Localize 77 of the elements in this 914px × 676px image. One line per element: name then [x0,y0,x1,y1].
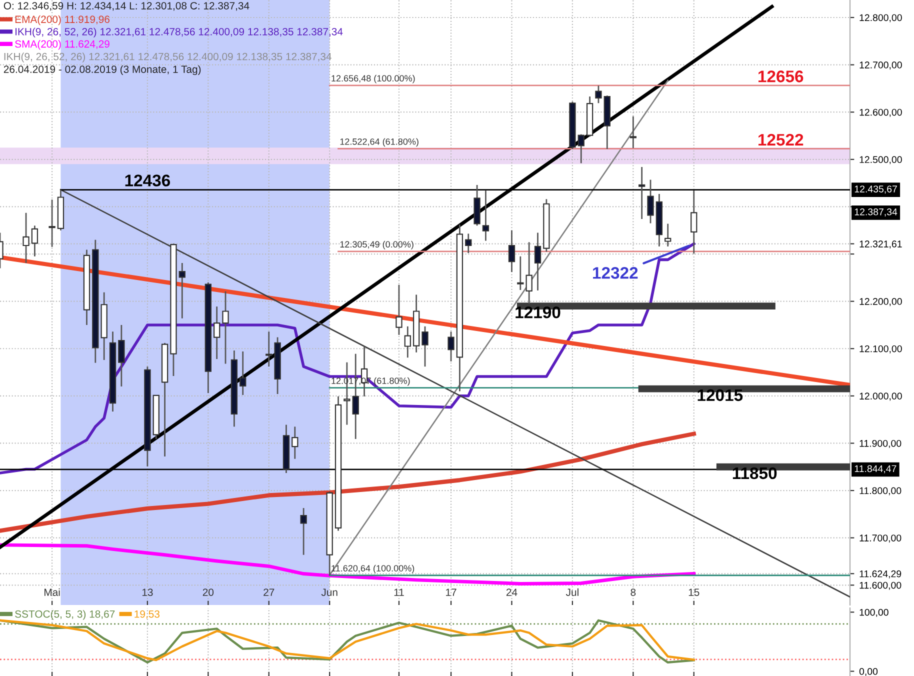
candlestick [422,326,428,368]
x-tick-label: 15 [688,588,700,596]
y-tick-label: 12.000,00 [860,392,902,401]
line-series [0,543,696,586]
x-tick-label: 20 [202,588,214,596]
annotation: 12190 [516,306,560,318]
y-tick-label: 12.600,00 [860,108,902,117]
y-tick-label: 12.800,00 [860,14,902,22]
candlestick [465,232,472,254]
annotation: 12436 [125,174,170,186]
candlestick [266,330,272,368]
y-tick-label: 0,00 [859,668,878,676]
candlestick [292,426,298,460]
y-tick-label: 12.500,00 [860,156,902,164]
candlestick [31,224,38,258]
y-tick-label: 11.600,00 [860,582,902,590]
candlestick [630,116,636,149]
text: 26.04.2019 - 02.08.2019 (3 Monate, 1 Tag) [4,65,201,76]
data-label: 12.522,64 (61.80%) [340,138,418,147]
candlestick [508,230,516,273]
candlestick [178,262,186,320]
data-label: 12.435,67 [854,186,897,194]
candlestick [647,179,654,224]
candlestick [404,326,411,358]
candlestick [482,190,490,242]
line-series [0,242,696,474]
candlestick [22,212,30,264]
candlestick [690,190,698,254]
y-tick-label: 11.800,00 [860,487,902,496]
legend-label: SMA(200) 11.624,29 [15,40,110,50]
x-tick-label: Jun [321,588,338,596]
candlestick [240,350,246,396]
candlestick [517,256,524,291]
legend-label: IKH(9, 26, 52, 26) 12.321,61 12.478,56 12.400,09 12.138,35 12.387,34 [16,28,343,38]
candlestick [578,134,584,164]
candlestick [396,284,402,336]
x-tick-label: Jul [566,588,578,596]
x-tick-label: Mai [44,588,60,596]
candlestick [664,223,672,248]
candlestick [48,198,56,248]
candlestick [534,232,542,292]
legend-label: EMA(200) 11.919,96 [15,15,110,26]
y-tick-label: 11.624,29 [860,570,902,578]
x-tick-label: 27 [264,588,274,596]
candlestick [222,290,229,364]
annotation: IKH(9, 26, 52, 26) 12.321,61 12.478,56 12.400,09 12.138,35 12.387,34 [4,52,332,62]
y-tick-label: 11.900,00 [860,440,902,448]
y-tick-label: 12.200,00 [860,298,902,306]
x-tick-label: 17 [446,588,456,596]
y-tick-label: 100,00 [860,608,888,617]
x-tick-label: 24 [506,588,518,596]
candlestick [595,84,602,104]
x-tick-label: 11 [394,588,404,596]
candlestick [214,306,220,360]
text: 12.387,34 [854,208,898,216]
annotation: 12656 [758,70,804,82]
data-label: 12.305,49 (0.00%) [340,240,414,250]
legend-label: 19,53 [134,610,160,619]
y-tick-label: 12.700,00 [860,62,902,70]
chart-title: O: 12.346,59 H: 12.434,14 L: 12.301,08 C: 12.387,34 [4,2,250,11]
x-tick-label: 8 [630,588,636,596]
y-tick-label: 12.321,61 [860,240,902,249]
x-tick-label: 13 [142,588,153,596]
annotation: 12015 [698,389,743,402]
line-series [0,432,696,533]
annotation: 11850 [732,467,777,480]
candlestick [638,166,646,220]
y-tick-label: 12.100,00 [860,345,902,354]
y-tick-label: 11.700,00 [860,534,902,543]
candlestick [118,324,125,388]
data-label: 12.656,48 (100.00%) [332,74,415,84]
annotation: 12322 [593,267,638,279]
data-label: 11.844,47 [854,465,896,474]
legend-label: SSTOC(5, 5, 3) 18,67 [15,610,115,620]
candlestick [300,507,307,556]
annotation: 12522 [758,134,804,146]
candlestick [448,330,454,362]
